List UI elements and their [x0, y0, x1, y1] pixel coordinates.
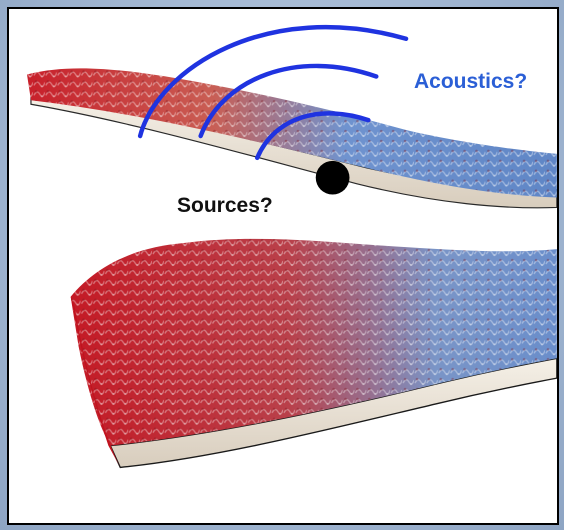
sources-label: Sources? — [177, 194, 273, 217]
flow-visualization — [26, 24, 557, 469]
figure-frame: Acoustics? Sources? — [7, 7, 559, 525]
source-point — [315, 160, 350, 195]
wave-arc-middle — [198, 63, 379, 139]
acoustic-waves — [137, 24, 409, 161]
leading-edge — [70, 296, 121, 468]
wave-arc-outer — [137, 24, 409, 139]
lower-airfoil — [70, 238, 557, 469]
acoustics-label: Acoustics? — [414, 70, 528, 93]
wave-arc-inner — [254, 111, 371, 161]
